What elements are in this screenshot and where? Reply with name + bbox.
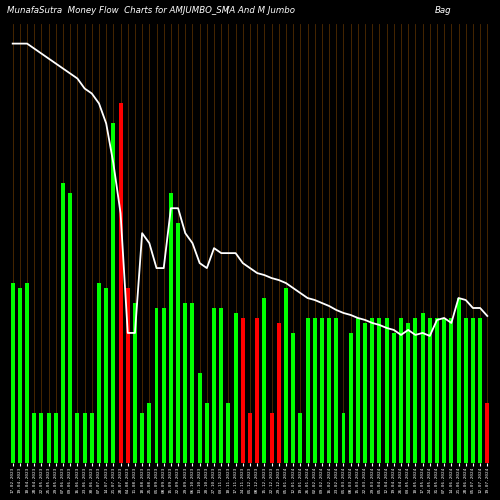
Bar <box>18 288 22 463</box>
Bar <box>262 298 266 462</box>
Text: MunafaSutra  Money Flow  Charts for AMJUMBO_SM: MunafaSutra Money Flow Charts for AMJUMB… <box>7 6 229 15</box>
Bar <box>406 323 410 462</box>
Bar <box>154 308 158 462</box>
Bar <box>384 318 388 462</box>
Bar <box>169 194 173 462</box>
Bar <box>428 318 432 462</box>
Bar <box>118 104 122 463</box>
Bar <box>334 318 338 462</box>
Bar <box>82 413 86 463</box>
Bar <box>450 318 454 462</box>
Bar <box>97 283 101 463</box>
Bar <box>291 333 295 462</box>
Bar <box>327 318 331 462</box>
Bar <box>464 318 468 462</box>
Bar <box>76 413 80 463</box>
Bar <box>212 308 216 462</box>
Bar <box>10 283 14 463</box>
Bar <box>399 318 403 462</box>
Text: Bag: Bag <box>434 6 452 15</box>
Bar <box>104 288 108 463</box>
Bar <box>255 318 259 462</box>
Bar <box>312 318 316 462</box>
Bar <box>478 318 482 462</box>
Bar <box>40 413 44 463</box>
Bar <box>442 318 446 462</box>
Bar <box>342 413 345 463</box>
Bar <box>54 413 58 463</box>
Bar <box>90 413 94 463</box>
Bar <box>46 413 50 463</box>
Text: (A And M Jumbo: (A And M Jumbo <box>226 6 294 15</box>
Bar <box>226 403 230 462</box>
Bar <box>190 303 194 462</box>
Bar <box>126 288 130 463</box>
Bar <box>162 308 166 462</box>
Bar <box>348 333 352 462</box>
Bar <box>32 413 36 463</box>
Bar <box>370 318 374 462</box>
Bar <box>435 318 439 462</box>
Bar <box>414 318 418 462</box>
Bar <box>486 403 490 462</box>
Bar <box>420 313 424 462</box>
Bar <box>378 318 382 462</box>
Bar <box>148 403 152 462</box>
Bar <box>320 318 324 462</box>
Bar <box>363 323 367 462</box>
Bar <box>248 413 252 463</box>
Bar <box>456 298 460 462</box>
Bar <box>220 308 223 462</box>
Bar <box>133 303 137 462</box>
Bar <box>241 318 245 462</box>
Bar <box>284 288 288 463</box>
Bar <box>68 194 72 462</box>
Bar <box>234 313 237 462</box>
Bar <box>270 413 274 463</box>
Bar <box>298 413 302 463</box>
Bar <box>61 184 65 462</box>
Bar <box>198 373 202 462</box>
Bar <box>205 403 209 462</box>
Bar <box>471 318 475 462</box>
Bar <box>184 303 188 462</box>
Bar <box>112 124 116 462</box>
Bar <box>140 413 144 463</box>
Bar <box>25 283 29 463</box>
Bar <box>356 318 360 462</box>
Bar <box>306 318 310 462</box>
Bar <box>176 223 180 462</box>
Bar <box>392 333 396 462</box>
Bar <box>277 323 280 462</box>
